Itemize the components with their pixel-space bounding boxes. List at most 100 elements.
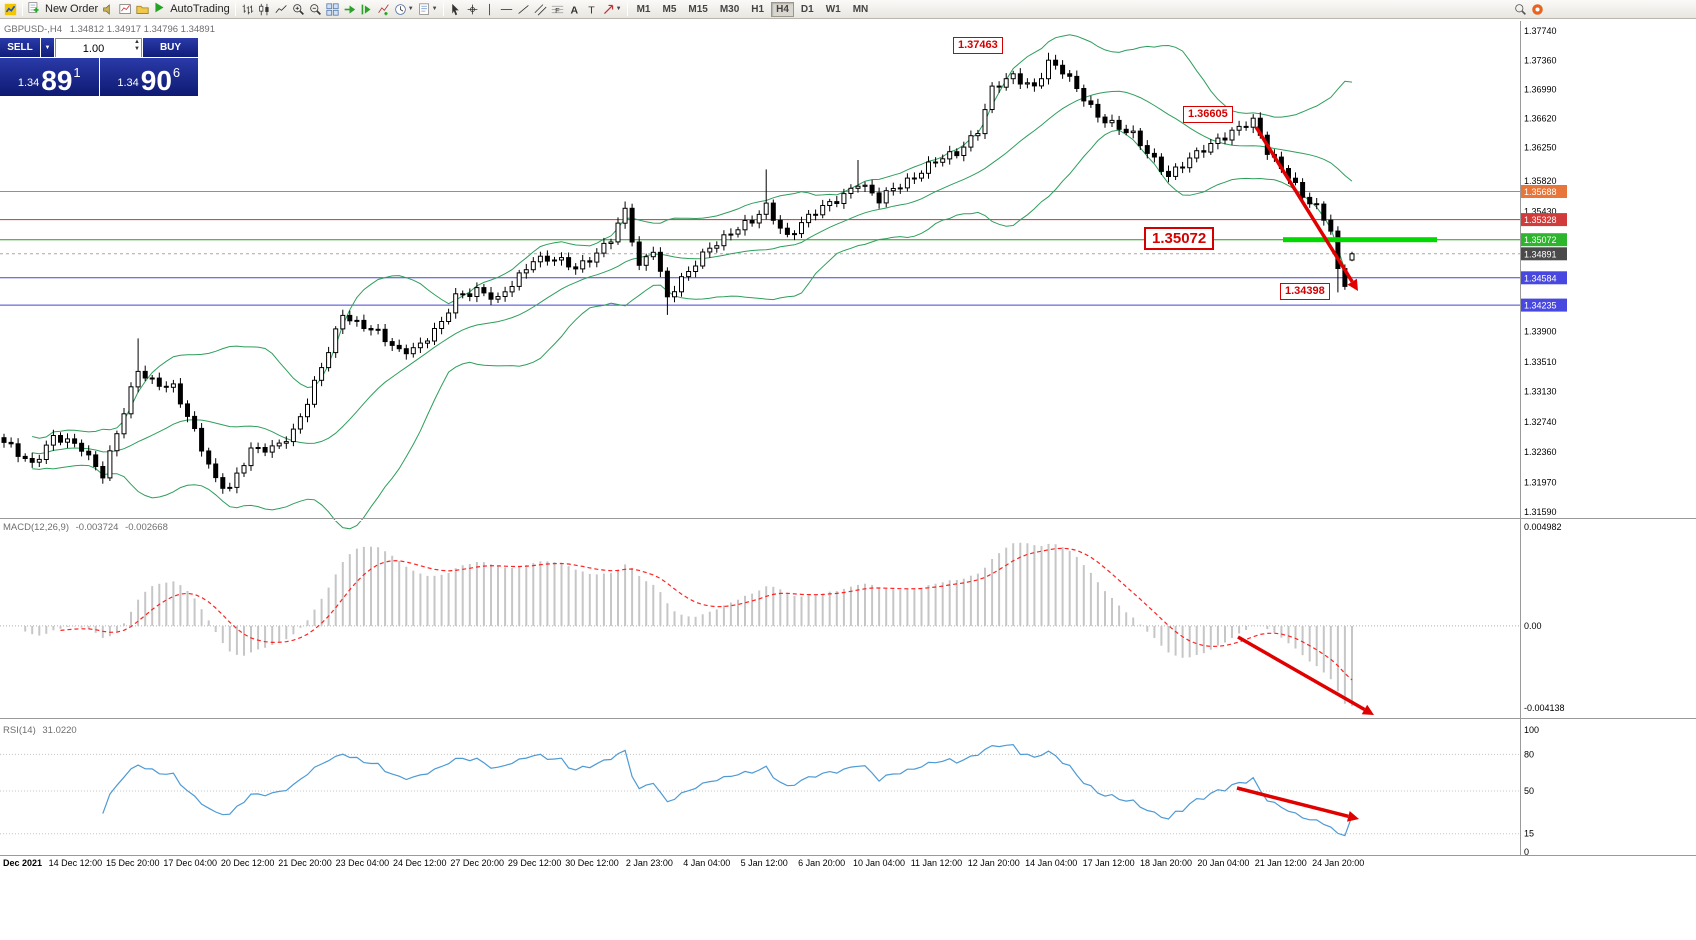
templates-icon[interactable]: ▼ bbox=[416, 1, 440, 18]
rsi-axis: 100 80 50 15 0 bbox=[1524, 725, 1539, 857]
spinner-down-icon: ▼ bbox=[134, 45, 140, 52]
chart-shift-icon[interactable] bbox=[358, 1, 375, 18]
svg-text:80: 80 bbox=[1524, 749, 1534, 759]
candles bbox=[1, 52, 1355, 494]
macd-panel[interactable] bbox=[0, 542, 1520, 707]
svg-text:14 Dec 12:00: 14 Dec 12:00 bbox=[49, 858, 103, 868]
zoom-in-icon[interactable] bbox=[290, 1, 307, 18]
price-annotation[interactable]: 1.34398 bbox=[1280, 283, 1330, 300]
svg-text:20 Dec 12:00: 20 Dec 12:00 bbox=[221, 858, 275, 868]
trend-arrow-head bbox=[1361, 704, 1374, 715]
profiles-icon[interactable] bbox=[134, 1, 151, 18]
svg-text:21 Jan 12:00: 21 Jan 12:00 bbox=[1255, 858, 1307, 868]
timeframe-m1[interactable]: M1 bbox=[632, 2, 656, 17]
svg-text:11 Jan 12:00: 11 Jan 12:00 bbox=[911, 858, 962, 868]
svg-text:1.35430: 1.35430 bbox=[1524, 207, 1557, 217]
horizontal-lines[interactable] bbox=[0, 191, 1520, 306]
sell-price-button[interactable]: 1.34 89 1 bbox=[0, 58, 99, 96]
price-annotation[interactable]: 1.35072 bbox=[1144, 227, 1215, 250]
svg-text:17 Dec 04:00: 17 Dec 04:00 bbox=[163, 858, 217, 868]
channel-icon[interactable] bbox=[532, 1, 549, 18]
search-icon[interactable] bbox=[1512, 1, 1529, 18]
timeframe-group: M1 M5 M15 M30 H1 H4 D1 W1 MN bbox=[631, 1, 875, 17]
crosshair-icon[interactable] bbox=[464, 1, 481, 18]
panel-dividers[interactable] bbox=[0, 518, 1696, 856]
sell-price-sup: 1 bbox=[73, 65, 81, 80]
line-chart-icon[interactable] bbox=[273, 1, 290, 18]
svg-text:5 Jan 12:00: 5 Jan 12:00 bbox=[741, 858, 788, 868]
toolbar-separator bbox=[442, 2, 444, 16]
new-order-button[interactable]: New Order bbox=[26, 1, 100, 18]
autotrading-button[interactable]: AutoTrading bbox=[151, 1, 232, 18]
svg-text:24 Dec 12:00: 24 Dec 12:00 bbox=[393, 858, 447, 868]
arrows-icon[interactable]: ▼ bbox=[600, 1, 624, 18]
periods-icon[interactable]: ▼ bbox=[392, 1, 416, 18]
new-chart-icon[interactable] bbox=[117, 1, 134, 18]
svg-text:21 Dec 20:00: 21 Dec 20:00 bbox=[278, 858, 332, 868]
fibonacci-icon[interactable]: F bbox=[549, 1, 566, 18]
timeframe-m15[interactable]: M15 bbox=[683, 2, 712, 17]
macd-label: MACD(12,26,9) -0.003724 -0.002668 bbox=[3, 522, 172, 533]
tile-windows-icon[interactable] bbox=[324, 1, 341, 18]
chart-title: GBPUSD-,H4 1.34812 1.34917 1.34796 1.348… bbox=[4, 24, 215, 35]
price-annotation[interactable]: 1.37463 bbox=[953, 37, 1003, 54]
svg-text:15: 15 bbox=[1524, 829, 1534, 839]
trendline-icon[interactable] bbox=[515, 1, 532, 18]
timeframe-d1[interactable]: D1 bbox=[796, 2, 819, 17]
price-annotation[interactable]: 1.36605 bbox=[1183, 106, 1233, 123]
sell-button[interactable]: SELL bbox=[0, 38, 40, 57]
timeframe-m30[interactable]: M30 bbox=[715, 2, 744, 17]
toolbar-separator bbox=[626, 2, 628, 16]
svg-text:1.36250: 1.36250 bbox=[1524, 143, 1557, 153]
buy-button[interactable]: BUY bbox=[143, 38, 198, 57]
svg-text:1.35072: 1.35072 bbox=[1524, 235, 1557, 245]
timeframe-m5[interactable]: M5 bbox=[657, 2, 681, 17]
svg-text:29 Dec 12:00: 29 Dec 12:00 bbox=[508, 858, 562, 868]
autotrading-label: AutoTrading bbox=[170, 3, 230, 15]
svg-text:1.33130: 1.33130 bbox=[1524, 387, 1557, 397]
chevron-down-icon: ▼ bbox=[44, 44, 51, 51]
drawing-objects[interactable] bbox=[1236, 126, 1437, 822]
zoom-out-icon[interactable] bbox=[307, 1, 324, 18]
svg-text:1.33510: 1.33510 bbox=[1524, 357, 1557, 367]
bar-chart-icon[interactable] bbox=[239, 1, 256, 18]
label-icon[interactable]: T bbox=[583, 1, 600, 18]
svg-text:18 Jan 20:00: 18 Jan 20:00 bbox=[1140, 858, 1192, 868]
vertical-line-icon[interactable] bbox=[481, 1, 498, 18]
price-axis[interactable]: 1.37740 1.37360 1.36990 1.36620 1.36250 1.358… bbox=[1520, 21, 1568, 855]
cursor-icon[interactable] bbox=[447, 1, 464, 18]
indicators-icon[interactable] bbox=[375, 1, 392, 18]
order-type-dropdown[interactable]: ▼ bbox=[41, 38, 54, 57]
svg-text:1.37740: 1.37740 bbox=[1524, 26, 1557, 36]
timeframe-h1[interactable]: H1 bbox=[746, 2, 769, 17]
svg-text:0.004982: 0.004982 bbox=[1524, 522, 1562, 532]
toolbar-separator bbox=[22, 2, 23, 16]
volume-spinner[interactable]: ▲ ▼ bbox=[134, 39, 140, 53]
rsi-panel[interactable] bbox=[0, 743, 1520, 837]
svg-text:1.34584: 1.34584 bbox=[1524, 273, 1557, 283]
app-logo-icon[interactable] bbox=[2, 1, 19, 18]
price-badge bbox=[1521, 247, 1567, 261]
candlestick-icon[interactable] bbox=[256, 1, 273, 18]
svg-text:1.36990: 1.36990 bbox=[1524, 85, 1557, 95]
price-badge bbox=[1521, 233, 1567, 247]
ohlc-values: 1.34812 1.34917 1.34796 1.34891 bbox=[69, 24, 215, 35]
time-axis[interactable]: Dec 2021 14 Dec 12:00 15 Dec 20:00 17 Dec 0… bbox=[3, 858, 1364, 868]
auto-scroll-icon[interactable] bbox=[341, 1, 358, 18]
macd-value: -0.003724 bbox=[75, 522, 119, 533]
timeframe-w1[interactable]: W1 bbox=[821, 2, 846, 17]
svg-text:1.33900: 1.33900 bbox=[1524, 326, 1557, 336]
rsi-label: RSI(14) 31.0220 bbox=[3, 725, 81, 736]
svg-text:10 Jan 04:00: 10 Jan 04:00 bbox=[853, 858, 905, 868]
timeframe-h4[interactable]: H4 bbox=[771, 1, 794, 17]
trend-arrow-head bbox=[1347, 278, 1358, 291]
horizontal-line-icon[interactable] bbox=[498, 1, 515, 18]
timeframe-mn[interactable]: MN bbox=[848, 2, 874, 17]
text-icon[interactable]: A bbox=[566, 1, 583, 18]
volume-input[interactable] bbox=[56, 40, 141, 58]
connection-status-icon[interactable] bbox=[1529, 1, 1546, 18]
buy-price-prefix: 1.34 bbox=[117, 77, 139, 89]
buy-price-button[interactable]: 1.34 90 6 bbox=[99, 58, 198, 96]
alerts-icon[interactable] bbox=[100, 1, 117, 18]
